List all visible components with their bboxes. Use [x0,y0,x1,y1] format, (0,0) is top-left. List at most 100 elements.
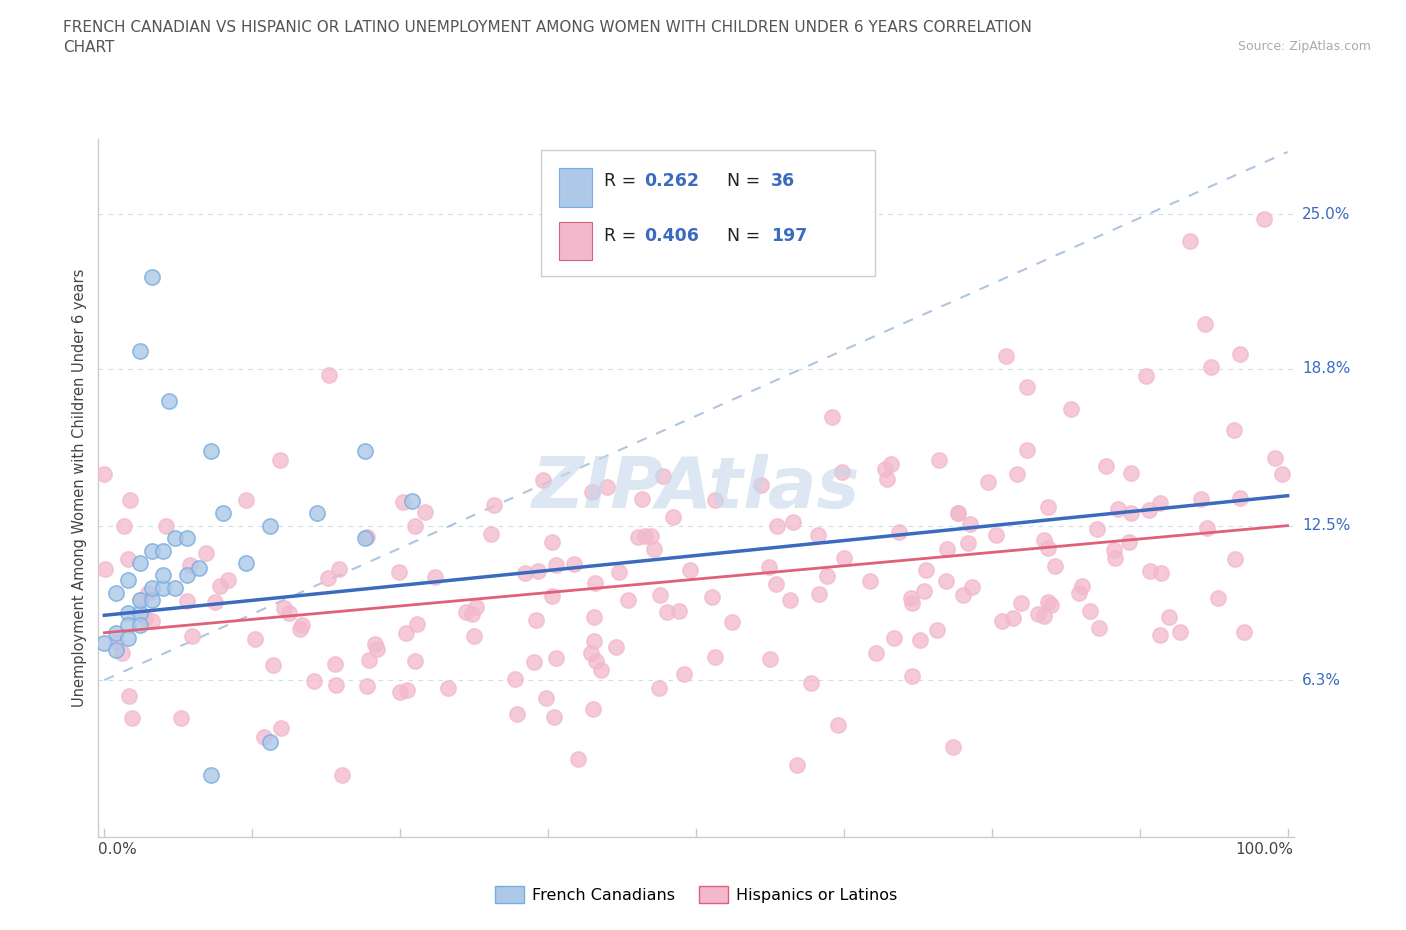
Point [288,621,311,636]
Point [141,580,163,595]
Point [1195,521,1218,536]
Point [1002,610,1025,625]
Point [325,677,347,692]
Point [278,605,301,620]
Point [536,691,558,706]
Point [141,269,163,284]
Point [672,667,695,682]
Point [513,565,536,580]
Point [316,571,339,586]
Point [1028,607,1050,622]
Point [668,604,690,618]
Point [956,535,979,550]
Point [389,685,412,700]
Point [616,592,638,607]
Point [946,506,969,521]
Point [118,492,141,507]
Point [155,519,177,534]
Point [827,717,849,732]
Point [1036,540,1059,555]
Text: 6.3%: 6.3% [1302,672,1341,687]
Point [991,614,1014,629]
Point [105,586,128,601]
Text: 0.406: 0.406 [644,228,699,246]
Point [759,652,782,667]
Point [634,529,657,544]
Point [1139,564,1161,578]
Point [404,654,426,669]
Point [526,564,548,578]
Point [454,604,477,619]
Point [291,618,314,632]
Point [1271,466,1294,481]
Point [648,681,671,696]
Point [1033,608,1056,623]
Point [1233,624,1256,639]
Point [1208,591,1230,605]
Point [128,555,150,570]
Point [807,587,830,602]
Point [181,629,204,644]
Text: ZIPAtlas: ZIPAtlas [531,454,860,523]
Point [165,531,187,546]
Point [541,589,564,604]
Text: 0.262: 0.262 [644,172,700,190]
Point [1015,443,1038,458]
Point [169,711,191,725]
Text: 100.0%: 100.0% [1236,842,1294,857]
Point [128,593,150,608]
Point [1149,496,1171,511]
Point [1229,346,1251,361]
Point [152,543,174,558]
Point [544,650,567,665]
Point [302,673,325,688]
Point [583,609,606,624]
Point [607,565,630,579]
Point [1264,450,1286,465]
Text: N =: N = [716,228,766,246]
Point [1005,467,1028,482]
Point [589,663,612,678]
Point [1137,502,1160,517]
Bar [558,221,592,260]
Point [832,551,855,565]
Point [117,573,139,588]
Point [942,739,965,754]
Point [388,565,411,579]
Point [482,498,505,513]
Point [703,650,725,665]
Point [112,518,135,533]
Point [876,472,898,486]
Point [1043,558,1066,573]
Point [157,393,180,408]
Point [908,632,931,647]
Point [506,706,529,721]
Point [1085,522,1108,537]
Point [583,575,606,590]
Point [749,477,772,492]
Point [1095,458,1118,473]
Point [318,367,340,382]
Point [1150,565,1173,580]
Point [1121,506,1143,521]
Point [363,636,385,651]
Point [273,601,295,616]
Text: 0.0%: 0.0% [98,842,138,857]
Point [720,614,742,629]
Point [703,492,725,507]
Point [200,767,222,782]
Point [995,349,1018,364]
Point [925,623,948,638]
Text: 18.8%: 18.8% [1302,361,1350,376]
Point [117,631,139,645]
Point [900,591,922,605]
Point [259,518,281,533]
Point [936,541,959,556]
Text: R =: R = [605,228,641,246]
Point [821,409,844,424]
Point [395,683,418,698]
Point [259,735,281,750]
Point [1149,628,1171,643]
Point [543,710,565,724]
Point [117,688,139,703]
